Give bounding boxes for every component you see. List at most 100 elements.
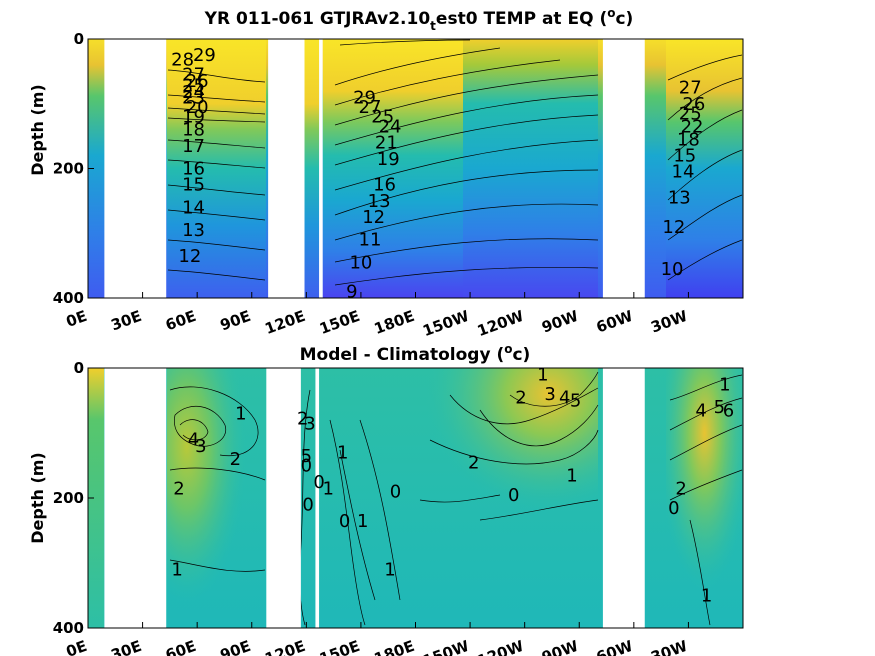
top-contour-label: 12 bbox=[178, 246, 201, 267]
bottom-field-west bbox=[88, 368, 104, 628]
bottom-x-tick-label: 120W bbox=[475, 637, 527, 656]
top-contour-label: 13 bbox=[182, 220, 205, 241]
bottom-contour-label: 1 bbox=[719, 374, 730, 395]
top-land-mask bbox=[319, 39, 323, 298]
top-land-masks bbox=[104, 39, 645, 298]
top-contour-label: 17 bbox=[182, 136, 205, 157]
bottom-y-ticks: 0 200 400 bbox=[53, 359, 94, 637]
bottom-contour-label: 0 bbox=[508, 485, 519, 506]
top-x-tick-label: 180E bbox=[372, 307, 417, 338]
top-contour-label: 27 bbox=[182, 65, 205, 86]
bottom-field-pacific bbox=[323, 368, 598, 628]
top-field-indian bbox=[167, 39, 266, 298]
top-contour-label: 25 bbox=[679, 103, 702, 124]
top-title: YR 011-061 GTJRAv2.10test0 TEMP at EQ (o… bbox=[204, 6, 634, 33]
bottom-contour-label: 0 bbox=[390, 482, 401, 503]
bottom-contour-label: 5 bbox=[714, 397, 725, 418]
bottom-contour-label: 2 bbox=[173, 478, 184, 499]
bottom-field-atlantic bbox=[666, 368, 743, 628]
top-land-mask bbox=[104, 39, 167, 298]
bottom-contour-label: 3 bbox=[544, 384, 555, 405]
bottom-contour-label: 1 bbox=[537, 365, 548, 386]
bottom-panel: Model - Climatology (oc) bbox=[28, 342, 744, 656]
top-field-epac bbox=[463, 39, 598, 298]
top-contour-label: 11 bbox=[359, 230, 382, 251]
top-contour-label: 21 bbox=[375, 133, 398, 154]
bottom-land-masks bbox=[104, 368, 645, 628]
bottom-x-tick-label: 90W bbox=[539, 637, 581, 656]
top-contour-label: 15 bbox=[673, 146, 696, 167]
top-x-tick-label: 120E bbox=[262, 307, 307, 338]
top-x-tick-label: 90W bbox=[539, 307, 581, 337]
bottom-contour-label: 0 bbox=[668, 498, 679, 519]
top-field-atlantic bbox=[666, 39, 743, 298]
top-x-tick-label: 60E bbox=[163, 307, 198, 335]
top-panel: YR 011-061 GTJRAv2.10test0 TEMP at EQ (o… bbox=[28, 6, 744, 340]
bottom-ylabel: Depth (m) bbox=[28, 452, 47, 544]
bottom-contour-label: 2 bbox=[297, 409, 308, 430]
bottom-contour-label: 5 bbox=[570, 391, 581, 412]
bottom-contour-label: 3 bbox=[304, 413, 315, 434]
top-contour-label: 15 bbox=[182, 175, 205, 196]
bottom-contour-label: 1 bbox=[566, 465, 577, 486]
bottom-y-tick-label: 0 bbox=[74, 359, 84, 377]
top-contour-label: 12 bbox=[362, 207, 385, 228]
top-contour-label: 22 bbox=[681, 116, 704, 137]
top-x-tick-label: 30E bbox=[109, 307, 144, 335]
top-land-mask bbox=[268, 39, 305, 298]
bottom-x-tick-label: 120E bbox=[262, 637, 307, 656]
top-contour-label: 16 bbox=[373, 175, 396, 196]
top-contour-label: 25 bbox=[371, 107, 394, 128]
top-contour-label: 10 bbox=[661, 259, 684, 280]
bottom-contour-label: 1 bbox=[235, 404, 246, 425]
bottom-x-tick-label: 60E bbox=[163, 637, 198, 656]
bottom-x-tick-label: 90E bbox=[218, 637, 253, 656]
bottom-x-tick-label: 0E bbox=[64, 637, 90, 656]
bottom-contour-label: 2 bbox=[230, 449, 241, 470]
top-contour-label: 9 bbox=[346, 282, 357, 303]
top-contour-label: 14 bbox=[182, 197, 205, 218]
top-contour-label: 25 bbox=[182, 76, 205, 97]
bottom-contour-label: 0 bbox=[301, 456, 312, 477]
bottom-contour-label: 2 bbox=[468, 452, 479, 473]
bottom-land-mask bbox=[104, 368, 167, 628]
top-x-tick-label: 60W bbox=[594, 307, 636, 337]
top-y-tick-label: 0 bbox=[74, 30, 84, 48]
top-contour-label: 24 bbox=[182, 82, 205, 103]
bottom-contour-label: 2 bbox=[675, 478, 686, 499]
top-field-strait bbox=[304, 39, 319, 298]
top-contour-label: 27 bbox=[359, 97, 382, 118]
bottom-contour-label: 1 bbox=[701, 586, 712, 607]
top-x-tick-label: 0E bbox=[64, 307, 90, 331]
top-contour-label: 29 bbox=[193, 45, 216, 66]
bottom-contour-label: 1 bbox=[322, 478, 333, 499]
bottom-x-tick-label: 150W bbox=[420, 637, 472, 656]
bottom-contour-label: 4 bbox=[188, 430, 199, 451]
top-contour-label: 26 bbox=[186, 71, 209, 92]
top-contour-label: 29 bbox=[353, 87, 376, 108]
top-contour-label: 18 bbox=[182, 120, 205, 141]
bottom-land-mask bbox=[315, 368, 320, 628]
bottom-contour-label: 0 bbox=[339, 511, 350, 532]
bottom-title: Model - Climatology (oc) bbox=[300, 342, 531, 365]
bottom-contour-label: 1 bbox=[357, 511, 368, 532]
bottom-contour-label: 2 bbox=[515, 387, 526, 408]
top-land-mask bbox=[602, 39, 645, 298]
top-y-tick-label: 400 bbox=[53, 289, 84, 307]
top-contour-label: 13 bbox=[668, 188, 691, 209]
bottom-contour-label: 5 bbox=[301, 446, 312, 467]
top-x-ticks: 0E 30E 60E 90E 120E 150E 180E 150W 120W 90W 60W 30W bbox=[64, 292, 690, 340]
top-isotherms bbox=[167, 39, 743, 286]
bottom-anomaly-contours bbox=[169, 371, 743, 626]
top-contour-label: 19 bbox=[377, 149, 400, 170]
bottom-y-tick-label: 200 bbox=[53, 489, 84, 507]
bottom-y-tick-label: 400 bbox=[53, 619, 84, 637]
bottom-contour-label: 4 bbox=[695, 400, 706, 421]
top-contour-label: 20 bbox=[186, 97, 209, 118]
top-contour-label: 24 bbox=[379, 116, 402, 137]
top-x-tick-label: 30W bbox=[648, 307, 690, 337]
top-contour-label: 27 bbox=[679, 78, 702, 99]
